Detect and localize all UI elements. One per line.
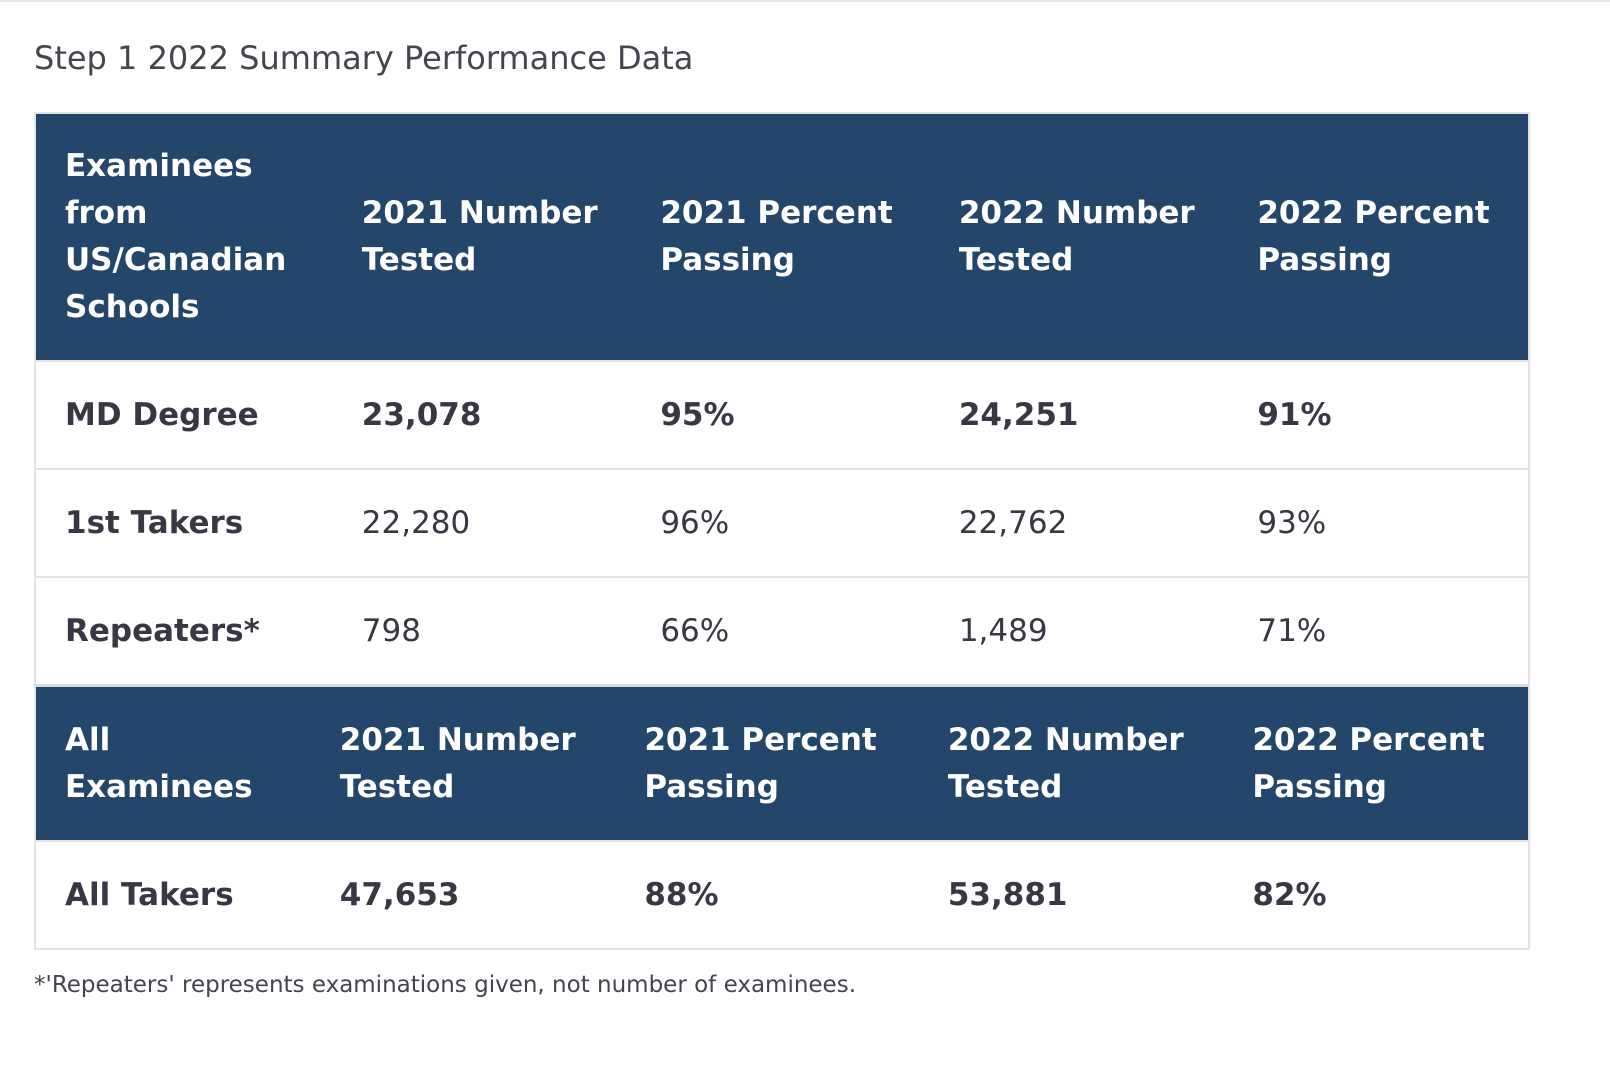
header-2022-percent-passing: 2022 Percent Passing [1252,684,1529,841]
header-line: US/Canadian [65,242,287,278]
header-2021-percent-passing: 2021 Percent Passing [660,113,959,361]
table-row-1st-takers: 1st Takers 22,280 96% 22,762 93% [35,468,1529,577]
header-2021-percent-passing: 2021 Percent Passing [644,684,959,841]
top-divider [0,0,1610,2]
cell-2022-percent-passing: 71% [1257,576,1529,686]
cell-2021-number-tested: 22,280 [361,468,661,577]
cell-value: 53,881 [947,877,1068,913]
row-label: Repeaters* [35,576,362,686]
header-line: Tested [958,242,1074,278]
header-line: 2021 Percent [660,195,893,231]
header-line: 2022 Percent [1252,721,1485,758]
header-2021-number-tested: 2021 Number Tested [340,684,661,841]
cell-2021-number-tested: 23,078 [361,360,661,469]
cell-2022-percent-passing: 82% [1252,840,1529,949]
header-line: from [65,195,148,231]
header-line: All [65,721,111,758]
cell-value: 47,653 [339,877,460,913]
header-line: Tested [361,242,477,278]
cell-2021-number-tested: 47,653 [340,840,661,949]
header-line: 2022 Number [958,195,1195,231]
row-label: MD Degree [35,360,362,469]
header-group-us-canadian: Examinees from US/Canadian Schools [35,113,362,361]
table-row-all-takers: All Takers 47,653 88% 53,881 82% [35,840,1529,949]
header-line: 2021 Number [339,721,576,758]
summary-performance-table: Examinees from US/Canadian Schools 2021 … [34,112,1530,950]
footnote: *'Repeaters' represents examinations giv… [34,972,857,998]
cell-2022-number-tested: 1,489 [958,576,1258,686]
table-row-repeaters: Repeaters* 798 66% 1,489 71% [35,576,1529,686]
header-line: 2022 Number [947,721,1184,758]
us-canadian-header-row: Examinees from US/Canadian Schools 2021 … [35,113,1529,361]
header-2022-percent-passing: 2022 Percent Passing [1257,113,1529,361]
header-line: Passing [1257,242,1392,278]
header-line: Passing [660,242,795,278]
cell-2022-percent-passing: 91% [1257,360,1529,469]
header-line: Examinees [65,148,253,184]
row-label: All Takers [35,840,362,949]
header-2022-number-tested: 2022 Number Tested [948,684,1258,841]
cell-2021-percent-passing: 95% [660,360,959,469]
header-line: Passing [644,768,779,805]
header-line: 2021 Percent [644,721,877,758]
header-line: Tested [339,768,455,805]
header-group-all-examinees: All Examinees [35,684,362,841]
cell-2021-percent-passing: 88% [644,840,959,949]
header-2022-number-tested: 2022 Number Tested [958,113,1258,361]
header-line: Tested [947,768,1063,805]
cell-2022-number-tested: 24,251 [958,360,1258,469]
cell-2021-percent-passing: 66% [660,576,959,686]
table-row-md-degree: MD Degree 23,078 95% 24,251 91% [35,360,1529,469]
header-line: Schools [65,289,200,325]
header-line: 2021 Number [361,195,598,231]
header-line: Examinees [65,768,253,805]
header-2021-number-tested: 2021 Number Tested [361,113,661,361]
cell-2022-number-tested: 53,881 [948,840,1258,949]
header-line: 2022 Percent [1257,195,1490,231]
all-examinees-header-row: All Examinees 2021 Number Tested 2021 Pe… [35,684,1529,841]
cell-value: 88% [644,877,719,913]
row-label: 1st Takers [35,468,362,577]
cell-2022-number-tested: 22,762 [958,468,1258,577]
cell-2021-percent-passing: 96% [660,468,959,577]
cell-value: 82% [1252,877,1327,913]
header-line: Passing [1252,768,1387,805]
table-caption: Step 1 2022 Summary Performance Data [34,39,694,77]
cell-2021-number-tested: 798 [361,576,661,686]
cell-2022-percent-passing: 93% [1257,468,1529,577]
